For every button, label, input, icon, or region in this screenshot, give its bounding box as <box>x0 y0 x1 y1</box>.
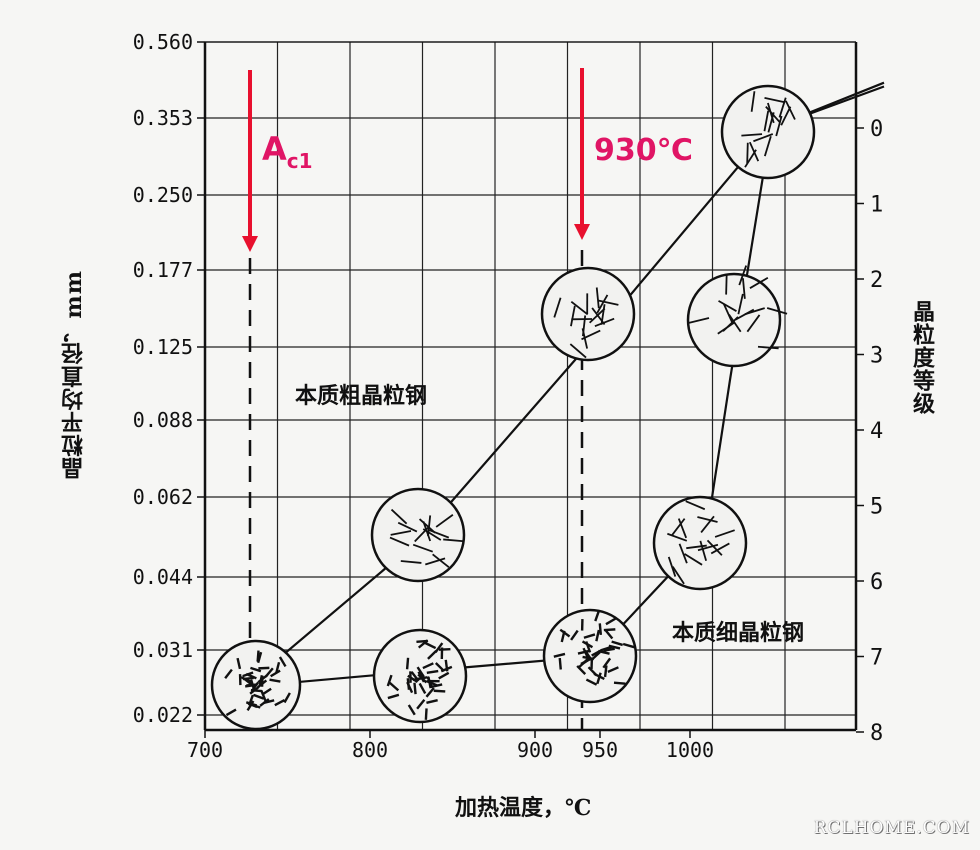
y-right-tick-label: 5 <box>870 495 883 520</box>
y-left-tick-label: 0.062 <box>133 485 193 509</box>
x-tick-label: 900 <box>517 738 553 762</box>
y-left-tick-label: 0.250 <box>133 183 193 207</box>
y-left-tick-label: 0.044 <box>133 565 193 589</box>
y-left-tick-label: 0.177 <box>133 258 193 282</box>
grain-micrograph <box>652 495 748 591</box>
x-axis-label: 加热温度，℃ <box>455 795 592 821</box>
y-right-tick-label: 7 <box>870 646 883 671</box>
watermark-text: RCLHOME.COM <box>813 818 970 838</box>
grain-micrograph <box>542 608 638 704</box>
y-axis-left-label: 晶粒平均直径，mm <box>61 270 87 480</box>
y-right-tick-label: 8 <box>870 721 883 746</box>
y-right-tick-label: 1 <box>870 193 883 218</box>
grain-micrograph <box>540 266 636 362</box>
fine-grain-label: 本质细晶粒钢 <box>672 620 804 646</box>
grain-micrograph <box>686 265 788 368</box>
y-left-tick-label: 0.125 <box>133 335 193 359</box>
y-left-tick-label: 0.560 <box>133 30 193 54</box>
ac1-arrow-head <box>242 236 258 252</box>
y-left-tick-label: 0.022 <box>133 703 193 727</box>
y-right-tick-label: 0 <box>870 117 883 142</box>
t930-annotation: 930℃ <box>594 133 693 168</box>
y-left-tick-label: 0.031 <box>133 638 193 662</box>
grain-micrograph <box>720 84 816 180</box>
grain-micrograph <box>210 639 302 731</box>
y-left-tick-label: 0.088 <box>133 408 193 432</box>
x-tick-label: 1000 <box>666 738 714 762</box>
y-right-tick-label: 4 <box>870 419 883 444</box>
y-right-tick-label: 2 <box>870 268 883 293</box>
grain-micrograph <box>370 487 466 583</box>
x-tick-label: 950 <box>582 738 618 762</box>
y-right-tick-label: 3 <box>870 344 883 369</box>
ac1-annotation: Ac1 <box>262 130 313 173</box>
coarse-grain-label: 本质粗晶粒钢 <box>295 383 427 409</box>
x-tick-label: 700 <box>187 738 223 762</box>
t930-arrow-head <box>574 224 590 240</box>
y-axis-right-label: 晶粒度等级 <box>909 300 935 415</box>
y-right-tick-label: 6 <box>870 570 883 595</box>
y-left-tick-label: 0.353 <box>133 106 193 130</box>
x-tick-label: 800 <box>352 738 388 762</box>
grain-micrograph <box>372 628 468 724</box>
